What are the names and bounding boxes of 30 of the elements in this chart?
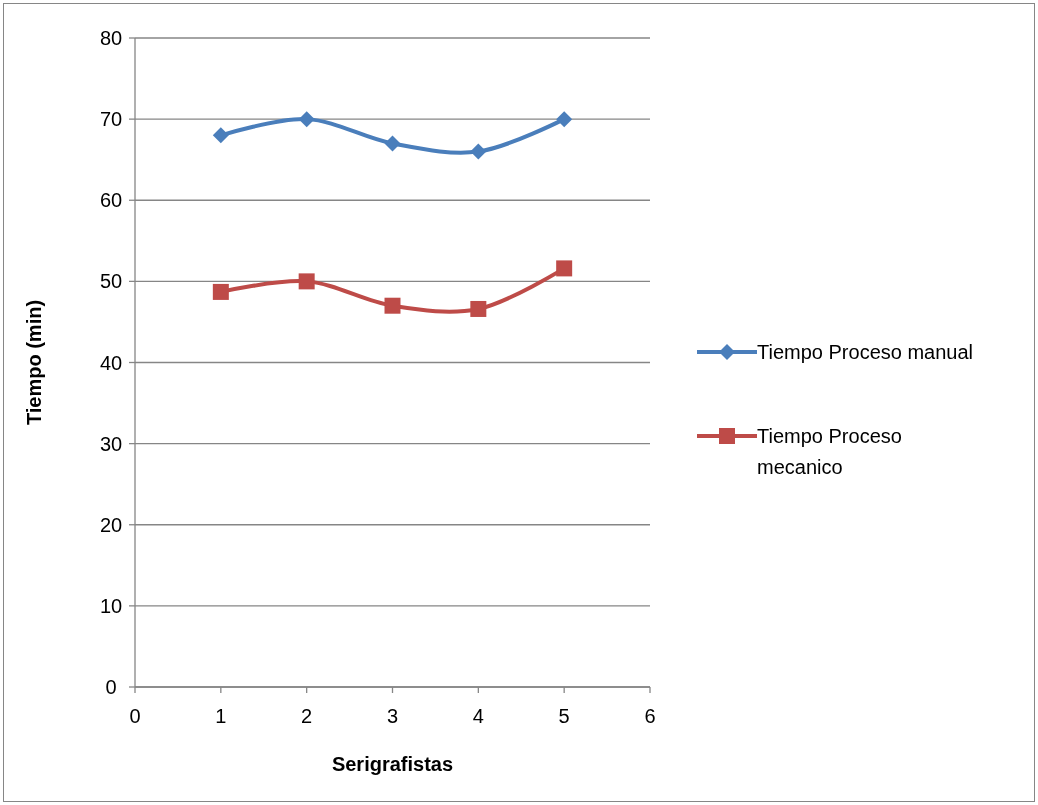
x-tick-label: 5 <box>558 705 570 727</box>
y-tick-label: 60 <box>99 189 123 212</box>
point <box>298 273 315 290</box>
y-tick-label: 20 <box>99 513 123 536</box>
x-tick-label: 4 <box>472 705 484 727</box>
point <box>556 111 573 128</box>
x-tick-label: 2 <box>301 705 313 727</box>
point <box>470 300 487 317</box>
legend-label: Tiempo Proceso manual <box>757 341 974 363</box>
y-tick-label: 0 <box>105 676 117 698</box>
x-tick-label: 1 <box>215 705 227 727</box>
legend-label: Tiempo Proceso mecanico <box>757 425 902 478</box>
x-axis-title: Serigrafistas <box>331 753 454 775</box>
point <box>298 111 315 128</box>
y-tick-label: 30 <box>99 432 123 455</box>
x-tick-label: 3 <box>386 705 399 727</box>
point <box>556 260 573 277</box>
y-tick-label: 50 <box>99 270 123 293</box>
y-tick-label: 70 <box>99 108 123 131</box>
point <box>212 283 229 300</box>
point <box>212 127 229 144</box>
y-axis-title: Tiempo (min) <box>23 299 45 426</box>
point <box>384 135 401 152</box>
x-tick-label: 6 <box>644 705 656 727</box>
y-tick-label: 10 <box>99 594 123 617</box>
y-tick-label: 80 <box>99 27 123 49</box>
x-tick-label: 0 <box>129 705 141 727</box>
point <box>470 143 487 160</box>
y-tick-label: 40 <box>99 351 123 374</box>
point <box>384 297 401 314</box>
